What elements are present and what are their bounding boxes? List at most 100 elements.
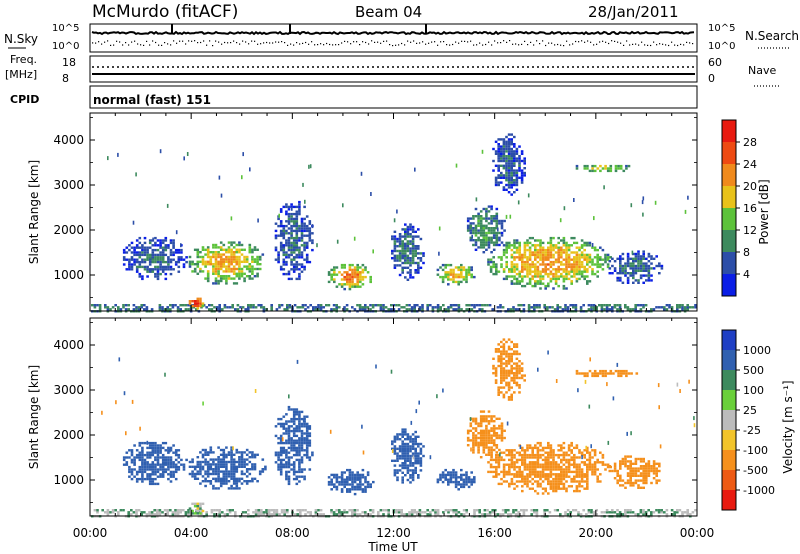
echo-cell <box>232 463 236 466</box>
echo-cell <box>398 242 402 245</box>
echo-cell <box>583 258 586 261</box>
nsearch-point <box>182 40 184 42</box>
echo-cell <box>593 246 597 249</box>
echo-cell <box>409 469 412 472</box>
echo-cell <box>560 461 563 464</box>
echo-cell <box>580 272 584 276</box>
echo-cell <box>452 275 455 279</box>
echo-cell <box>301 509 305 512</box>
echo-cell <box>257 304 260 307</box>
echo-cell <box>474 243 478 247</box>
echo-cell <box>552 468 555 471</box>
echo-cell <box>497 482 501 486</box>
echo-cell <box>487 263 490 266</box>
echo-cell <box>138 241 142 245</box>
echo-cell <box>219 463 223 466</box>
echo-cell <box>146 465 149 469</box>
echo-cell <box>396 454 399 458</box>
echo-cell <box>327 273 331 276</box>
echo-cell <box>500 477 503 481</box>
echo-cell <box>235 470 239 473</box>
echo-cell <box>515 461 519 464</box>
echo-cell <box>285 470 288 474</box>
echo-cell <box>156 270 160 273</box>
echo-cell <box>515 171 519 175</box>
echo-cell <box>567 244 571 247</box>
echo-cell <box>290 244 293 247</box>
echo-cell <box>353 511 357 514</box>
echo-cell <box>333 483 336 486</box>
echo-cell <box>225 477 228 480</box>
echo-cell <box>531 260 534 264</box>
echo-cell <box>130 265 134 269</box>
nsearch-point <box>680 43 682 45</box>
echo-cell <box>204 265 207 268</box>
echo-cell <box>495 451 499 454</box>
echo-cell <box>300 251 304 254</box>
echo-cell <box>562 270 566 273</box>
nsearch-point <box>314 44 316 46</box>
echo-cell <box>474 434 478 437</box>
echo-cell <box>335 285 339 288</box>
echo-cell <box>586 241 589 245</box>
echo-cell <box>600 308 604 311</box>
nsearch-point <box>554 44 556 46</box>
echo-cell <box>141 446 144 450</box>
nsearch-point <box>404 44 406 46</box>
echo-cell <box>624 267 627 270</box>
echo-cell <box>515 169 519 172</box>
echo-cell <box>148 239 152 242</box>
echo-cell <box>600 306 604 309</box>
echo-cell <box>460 468 463 472</box>
echo-cell <box>199 470 202 473</box>
echo-cell <box>260 304 263 307</box>
echo-cell <box>485 434 488 437</box>
echo-cell <box>534 475 537 478</box>
echo-cell <box>206 246 210 249</box>
echo-cell <box>201 270 205 273</box>
echo-cell <box>371 509 375 512</box>
echo-cell <box>148 456 152 459</box>
echo-cell <box>498 427 501 430</box>
nsearch-point <box>401 42 403 45</box>
nsearch-point <box>644 44 646 46</box>
echo-cell <box>409 225 412 229</box>
echo-cell <box>523 162 526 165</box>
echo-cell <box>544 251 547 254</box>
echo-cell <box>547 263 550 266</box>
echo-cell <box>396 259 399 262</box>
echo-cell <box>686 513 689 516</box>
echo-cell <box>270 509 273 512</box>
echo-cell <box>554 282 558 285</box>
echo-cell <box>201 258 205 261</box>
echo-cell <box>573 263 576 266</box>
echo-cell <box>230 248 233 251</box>
echo-cell <box>417 264 420 267</box>
echo-cell <box>133 458 136 462</box>
echo-cell <box>161 251 165 254</box>
echo-cell <box>287 256 291 259</box>
echo-cell <box>172 463 175 466</box>
nsearch-point <box>362 41 364 43</box>
echo-cell <box>588 169 592 173</box>
echo-cell <box>338 483 341 486</box>
nsearch-point <box>257 43 259 45</box>
echo-cell <box>490 420 493 423</box>
echo-cell <box>230 472 233 476</box>
echo-cell <box>338 509 341 512</box>
echo-cell <box>290 268 293 271</box>
echo-cell <box>169 239 173 242</box>
echo-cell <box>150 308 154 311</box>
echo-cell <box>295 425 299 428</box>
echo-cell <box>513 258 516 261</box>
echo-cell <box>441 278 445 281</box>
echo-cell <box>260 509 263 512</box>
echo-cell <box>505 275 508 278</box>
echo-cell <box>507 174 511 177</box>
echo-cell <box>560 449 563 452</box>
echo-cell <box>560 239 563 242</box>
echo-cell <box>244 511 247 514</box>
echo-cell <box>280 304 284 307</box>
echo-cell <box>346 480 349 484</box>
echo-cell <box>539 282 542 285</box>
